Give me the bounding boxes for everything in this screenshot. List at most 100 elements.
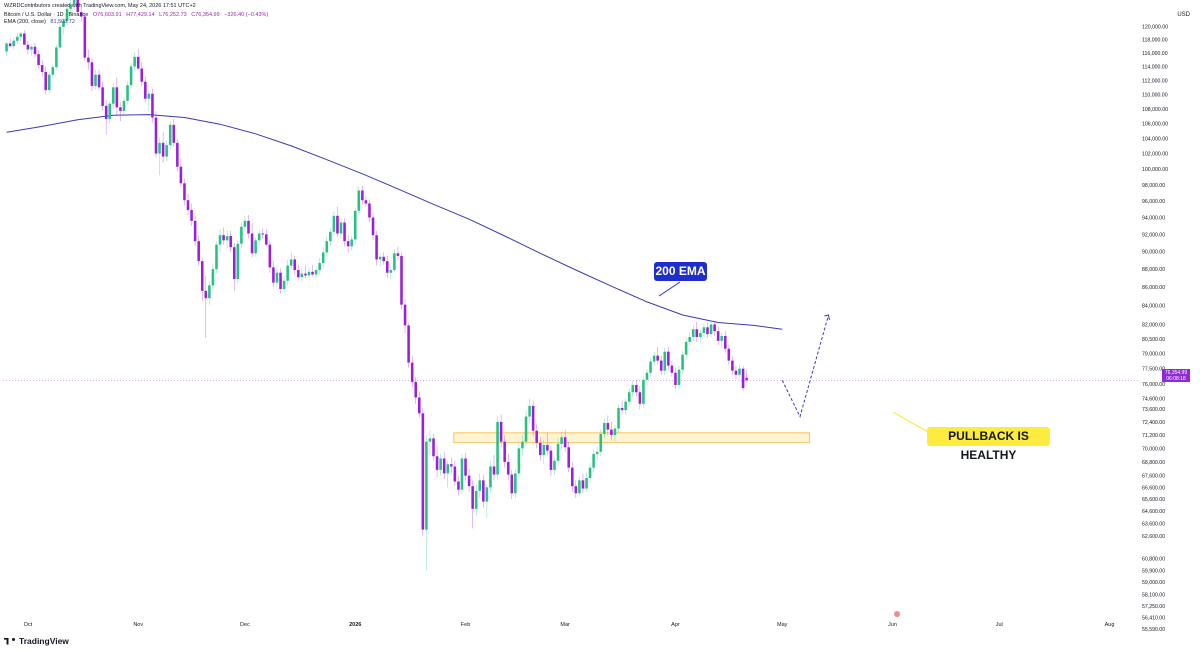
tradingview-logo[interactable]: TradingView [4,636,69,646]
y-tick-label: 72,400.00 [1142,420,1165,426]
y-tick-label: 94,000.00 [1142,216,1165,222]
y-tick-label: 70,000.00 [1142,446,1165,452]
projection-line [781,314,829,418]
candle [250,223,254,258]
candle [428,430,432,456]
x-tick-label: Jun [888,622,897,628]
candle [343,218,346,247]
candle [741,365,745,392]
candle-body [535,430,538,443]
x-tick-label: Mar [560,622,570,628]
candle [254,237,257,257]
candle [72,0,76,10]
candle [40,59,44,77]
candle-body [339,222,343,234]
candle [521,435,524,456]
candle [691,325,695,341]
candle-body [286,265,289,281]
candle-body [624,401,627,411]
candle [606,415,610,436]
candle [524,411,528,447]
candle-body [33,46,37,55]
candle-body [638,392,642,404]
candle-body [112,87,115,104]
candle-body [617,408,620,429]
candle [681,350,684,374]
candle [30,44,33,56]
candle [165,140,168,162]
candle [47,71,51,93]
tradingview-wordmark: TradingView [19,636,69,646]
candle [713,321,716,337]
candle [663,347,667,375]
candle [272,261,275,288]
price-axis[interactable]: 120,000.00 118,000.00 116,000.00 114,000.00… [1142,24,1168,633]
x-tick-label: Apr [671,622,680,628]
candle [585,472,588,493]
candle-body [236,243,240,280]
candle-body [734,370,738,375]
candle [339,218,343,239]
y-tick-label: 64,600.00 [1142,509,1165,515]
candle [65,3,69,26]
candle-body [482,480,485,502]
candle [321,247,325,268]
y-tick-label: 96,000.00 [1142,199,1165,205]
candle-body [183,183,186,201]
candle-body [154,117,158,154]
candle [133,52,136,72]
candle [329,227,332,246]
candle-body [592,453,595,468]
candle-body [218,235,222,245]
candle-body [378,256,382,260]
candle-body [684,341,688,355]
candle [200,257,204,301]
candle-body [567,447,571,468]
time-axis[interactable]: Oct Nov Dec 2026 Feb Mar Apr May Jun Jul Aug [24,622,1115,628]
y-tick-label: 118,000.00 [1142,37,1168,43]
candle-body [382,256,385,262]
candle [361,185,364,205]
candle-body [635,384,638,393]
candle [193,215,197,247]
candle [336,206,339,237]
candle-body [197,241,200,262]
candle [474,485,478,517]
currency-label[interactable]: USD [1177,12,1190,18]
candle-body [410,362,414,382]
y-tick-label: 62,600.00 [1142,534,1165,540]
projection-arrowhead [824,314,830,321]
candle-body [176,142,179,167]
candle-body [289,259,293,266]
candle-body [499,421,503,442]
candle [695,321,699,342]
candle-body [297,270,300,278]
candle-body [741,368,745,389]
candle-body [76,0,79,13]
candle-body [229,236,232,248]
candle [727,344,731,365]
candle-body [599,433,603,452]
candle [613,425,617,442]
candle-body [553,460,556,470]
candle-body [275,272,279,283]
candle-body [610,429,613,436]
candle-body [65,8,69,22]
candle-body [147,93,151,99]
candle [677,365,681,390]
candle-body [58,26,62,48]
symbol-legend: Bitcoin / U.S. Dollar · 1D · Binance O76… [4,12,271,18]
candle-body [400,255,403,305]
candle-body [435,456,439,470]
candle-body [510,474,514,494]
candle-body [119,107,122,111]
x-tick-label: Nov [133,622,143,628]
candle [261,228,265,239]
candle-body [489,466,492,488]
candle [279,268,282,294]
candle [154,110,158,158]
ema-legend-value: 81,508.72 [50,19,75,25]
projection-path [781,314,830,418]
candle [33,42,37,58]
